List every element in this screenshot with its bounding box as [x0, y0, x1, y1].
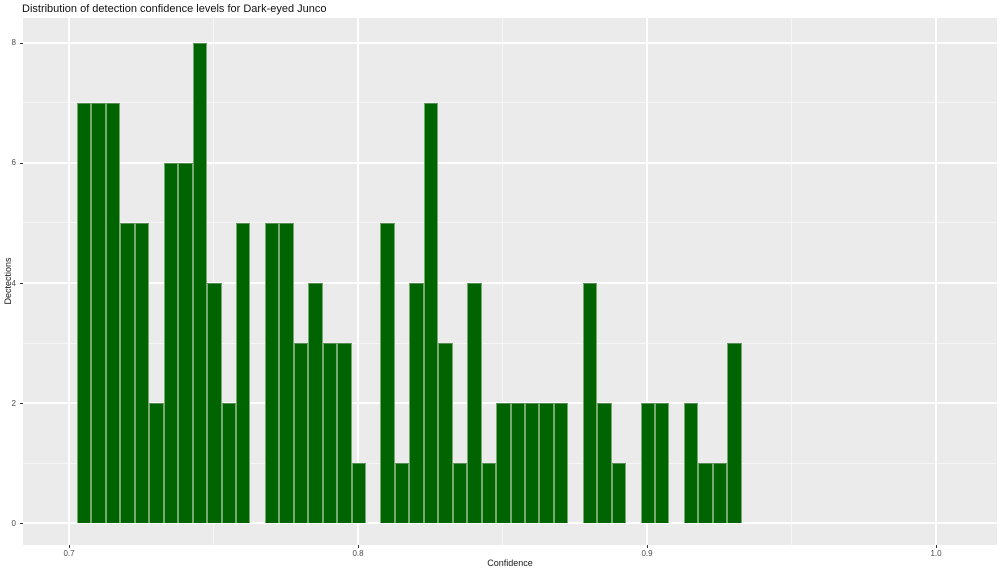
gridline-x-minor [502, 18, 503, 545]
x-tick-label: 0.7 [63, 549, 75, 558]
y-tick-label: 4 [11, 278, 16, 288]
histogram-bar [279, 222, 294, 524]
histogram-bar [467, 283, 482, 524]
gridline-x-minor [791, 18, 792, 545]
gridline-y-major [22, 161, 997, 164]
chart-title: Distribution of detection confidence lev… [22, 3, 327, 15]
histogram-bar [597, 403, 612, 524]
gridline-y-minor [22, 342, 997, 344]
gridline-y-minor [22, 102, 997, 104]
histogram-bar [264, 222, 280, 524]
histogram-bar [524, 403, 540, 524]
histogram-bar [582, 283, 598, 524]
histogram-bar [120, 222, 135, 524]
gridline-y-major [22, 522, 997, 525]
y-tick-mark [19, 403, 23, 405]
x-tick-mark [647, 545, 648, 548]
gridline-y-major [22, 282, 997, 285]
histogram-bar [235, 222, 251, 524]
histogram-bar [683, 403, 699, 524]
histogram-bar [163, 162, 179, 524]
histogram-bar [438, 343, 453, 524]
histogram-bar [308, 283, 323, 524]
gridline-x-major [935, 18, 937, 545]
histogram-bar [149, 403, 164, 524]
x-tick-label: 0.9 [641, 549, 653, 558]
histogram-bar [207, 283, 222, 524]
gridline-x-major [357, 18, 359, 545]
y-tick-mark [19, 162, 23, 164]
x-tick-label: 1.0 [930, 549, 942, 558]
y-tick-label: 6 [11, 158, 16, 168]
histogram-bar [553, 403, 569, 524]
histogram-bar [380, 222, 395, 524]
histogram-bar [496, 403, 511, 524]
x-tick-mark [69, 545, 70, 548]
gridline-x-major [68, 18, 70, 545]
histogram-bar [337, 343, 352, 524]
histogram-bar [481, 463, 497, 524]
histogram-bar [727, 343, 742, 524]
y-tick-label: 2 [11, 398, 16, 408]
histogram-bar [105, 102, 121, 524]
histogram-bar [91, 102, 106, 524]
y-tick-mark [19, 283, 23, 285]
histogram-bar [640, 403, 655, 524]
histogram-bar [178, 162, 193, 524]
histogram-bar [611, 463, 627, 524]
x-axis-title: Confidence [487, 558, 533, 568]
y-tick-mark [19, 42, 23, 44]
histogram-bar [293, 343, 309, 524]
histogram-bar [134, 222, 150, 524]
y-tick-label: 0 [11, 518, 16, 528]
histogram-bar [423, 102, 439, 524]
gridline-y-major [22, 41, 997, 44]
histogram-bar [409, 283, 424, 524]
histogram-bar [539, 403, 554, 524]
histogram-bar [77, 102, 92, 524]
histogram-bar [510, 403, 525, 524]
gridline-x-minor [213, 18, 214, 545]
gridline-x-major [646, 18, 648, 545]
histogram-bar [351, 463, 366, 524]
y-tick-mark [19, 523, 23, 525]
histogram-bar [452, 463, 468, 524]
histogram-bar [221, 403, 236, 524]
x-tick-mark [936, 545, 937, 548]
x-tick-mark [358, 545, 359, 548]
gridline-y-minor [22, 222, 997, 224]
histogram-bar [712, 463, 728, 524]
histogram-bar [322, 343, 338, 524]
histogram-bar [394, 463, 410, 524]
y-tick-label: 8 [11, 38, 16, 48]
histogram-bar [655, 403, 670, 524]
histogram-bar [192, 42, 208, 524]
histogram-bar [698, 463, 713, 524]
x-tick-label: 0.8 [352, 549, 364, 558]
plot-panel [22, 18, 997, 545]
